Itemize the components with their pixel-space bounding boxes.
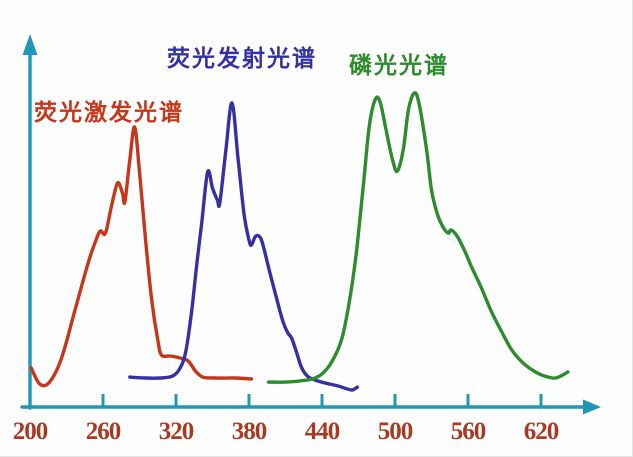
x-tick-labels: 200 260 320 380 440 500 560 620	[13, 418, 560, 445]
emission-label: 荧光发射光谱	[167, 46, 317, 72]
x-tick-label: 560	[451, 418, 486, 445]
phosphorescence-curve	[266, 91, 570, 384]
excitation-label: 荧光激发光谱	[34, 100, 184, 126]
x-tick-label: 620	[524, 418, 559, 445]
x-axis-arrow-icon	[583, 399, 601, 415]
x-tick-label: 260	[86, 418, 121, 445]
axes	[20, 34, 601, 415]
y-axis-arrow-icon	[22, 34, 38, 55]
excitation-curve	[29, 125, 254, 388]
x-tick-label: 440	[305, 418, 340, 445]
x-tick-label: 200	[13, 418, 48, 445]
phosphorescence-label: 磷光光谱	[349, 53, 449, 79]
x-tick-label: 380	[232, 418, 267, 445]
x-ticks	[101, 394, 543, 406]
x-tick-label: 320	[159, 418, 194, 445]
x-tick-label: 500	[378, 418, 413, 445]
emission-curve	[128, 101, 359, 392]
curves	[29, 91, 570, 392]
